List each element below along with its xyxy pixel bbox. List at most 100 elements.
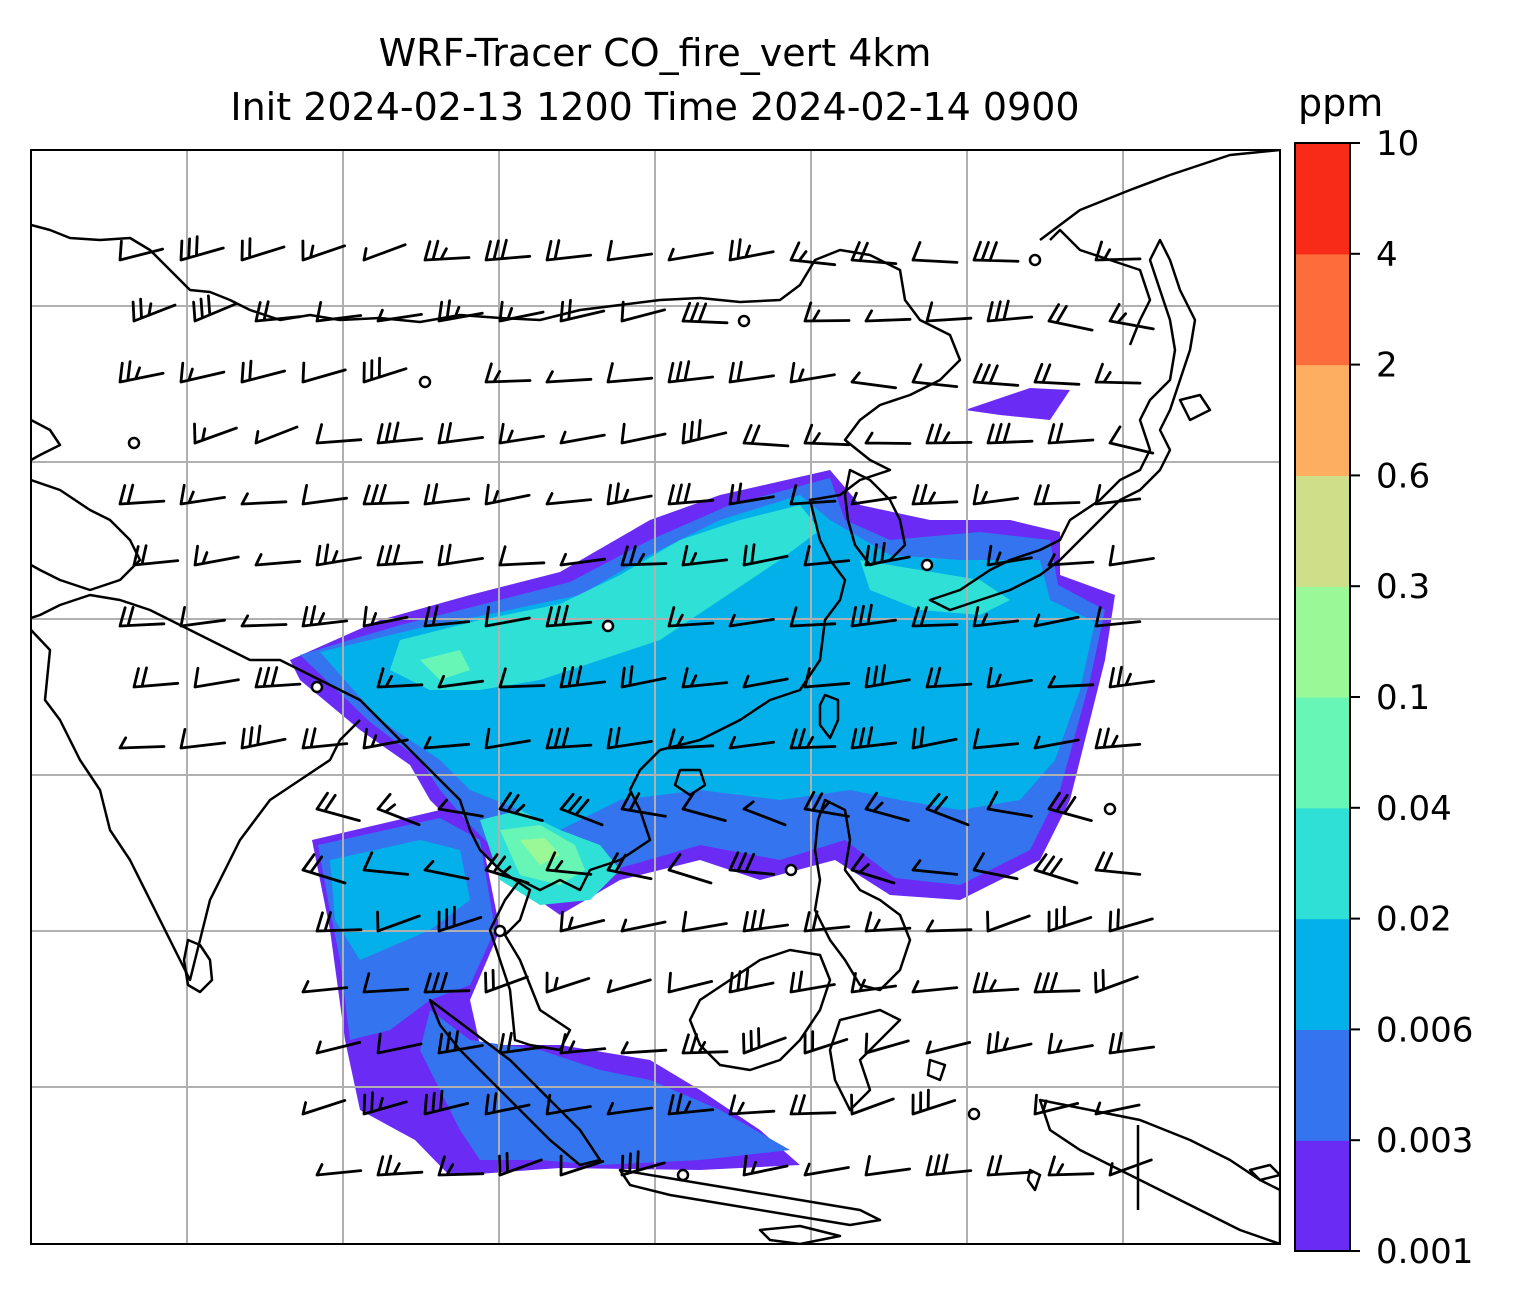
wind-barb [606, 1101, 653, 1116]
wind-barb [254, 300, 302, 323]
wind-barb [667, 247, 714, 262]
coast-new-guinea [1038, 1098, 1280, 1244]
colorbar-segment [1295, 918, 1350, 1030]
wind-barb [376, 1154, 424, 1177]
colorbar-segment [1295, 143, 1350, 255]
colorbar-segment [1295, 364, 1350, 476]
wind-barb [498, 1151, 543, 1177]
wind-barb [423, 605, 471, 628]
wind-barb [545, 492, 593, 506]
wind-barb [362, 851, 410, 876]
wind-barb [742, 1154, 789, 1177]
wind-barb [545, 604, 593, 628]
co-concentration-layer [290, 388, 1115, 1176]
wind-barb [484, 362, 532, 384]
colorbar-segment [1295, 1140, 1350, 1252]
wind-barb [1047, 303, 1094, 332]
wind-barb [986, 299, 1034, 323]
colorbar-tick-label: 0.04 [1376, 789, 1452, 829]
wind-barb [728, 238, 775, 262]
wind-barb [620, 545, 668, 567]
wind-barb [620, 1041, 668, 1055]
wind-barb [362, 727, 409, 750]
wind-barb [728, 968, 775, 994]
colorbar-tick-label: 0.003 [1376, 1121, 1473, 1161]
wind-barb [1047, 422, 1095, 445]
wind-barb [240, 237, 286, 262]
wind-barb [179, 361, 226, 384]
wind-barb [1047, 553, 1095, 567]
wind-barb [1047, 791, 1093, 822]
calm-wind-marker [493, 924, 507, 938]
wind-barb [559, 1033, 607, 1055]
wind-barb [911, 606, 959, 628]
wind-barb [118, 605, 166, 628]
wind-barb [972, 484, 1019, 506]
wind-barb [559, 910, 606, 933]
wind-barb [559, 665, 607, 689]
wind-barb [437, 905, 483, 933]
colorbar-tick-label: 0.006 [1376, 1010, 1473, 1050]
wind-barb [1108, 303, 1155, 331]
calm-wind-marker [601, 619, 615, 633]
wind-barb [864, 1155, 911, 1177]
wind-barb [742, 543, 789, 567]
wind-barb [972, 606, 1020, 628]
wind-barb [620, 790, 667, 818]
wind-barb [803, 545, 851, 567]
coast-borneo [688, 948, 832, 1072]
coast-russia-east [1039, 150, 1280, 346]
wind-barb [681, 545, 729, 567]
wind-barb [498, 300, 545, 323]
wind-barb [423, 860, 470, 881]
wind-barb [1033, 484, 1081, 506]
colorbar-tick-label: 10 [1376, 124, 1419, 164]
wind-barb [789, 1094, 837, 1116]
wind-barb [1094, 968, 1139, 994]
wind-barb [559, 430, 606, 445]
coast-hainan [673, 768, 707, 797]
wind-barb [911, 363, 959, 388]
wind-barb [254, 553, 302, 567]
wind-barb [484, 727, 531, 750]
coast-sri-lanka [182, 938, 214, 994]
colorbar-segment [1295, 697, 1350, 809]
wind-barb [850, 972, 897, 994]
wind-barb [803, 1030, 849, 1055]
wind-barb [667, 606, 715, 628]
wind-barb [1033, 1093, 1080, 1116]
wind-barb [192, 294, 237, 323]
wind-barb [437, 1030, 484, 1055]
wind-barb [789, 606, 837, 628]
wind-barb [498, 791, 544, 822]
wind-barb [1094, 851, 1142, 876]
wind-barb [803, 1162, 850, 1177]
wind-barb [1033, 972, 1081, 994]
wind-barb [376, 792, 421, 827]
coast-japan [928, 238, 1212, 612]
wind-barb [132, 544, 180, 567]
wind-barb [559, 792, 604, 827]
colorbar-segment [1295, 586, 1350, 698]
colorbar-segment [1295, 475, 1350, 587]
wind-barb [240, 492, 288, 506]
colorbar-segment [1295, 807, 1350, 920]
calm-wind-marker [127, 436, 141, 450]
wind-barb [925, 1153, 973, 1177]
wind-barb [545, 239, 593, 262]
wind-barb [620, 665, 667, 689]
wind-barb [681, 301, 729, 325]
wind-barb [911, 241, 959, 264]
map-frame [30, 149, 1281, 1245]
wind-barb [803, 423, 851, 447]
wind-barb [1094, 484, 1142, 506]
wind-barb [315, 791, 361, 822]
wind-barb [803, 301, 851, 323]
wind-barb [972, 240, 1020, 263]
wind-barb [376, 308, 423, 323]
wind-barb [986, 544, 1033, 567]
wind-barb [850, 726, 898, 750]
wind-barb [423, 736, 471, 750]
map-gridlines [31, 150, 1280, 1244]
wind-barb [559, 1154, 605, 1177]
